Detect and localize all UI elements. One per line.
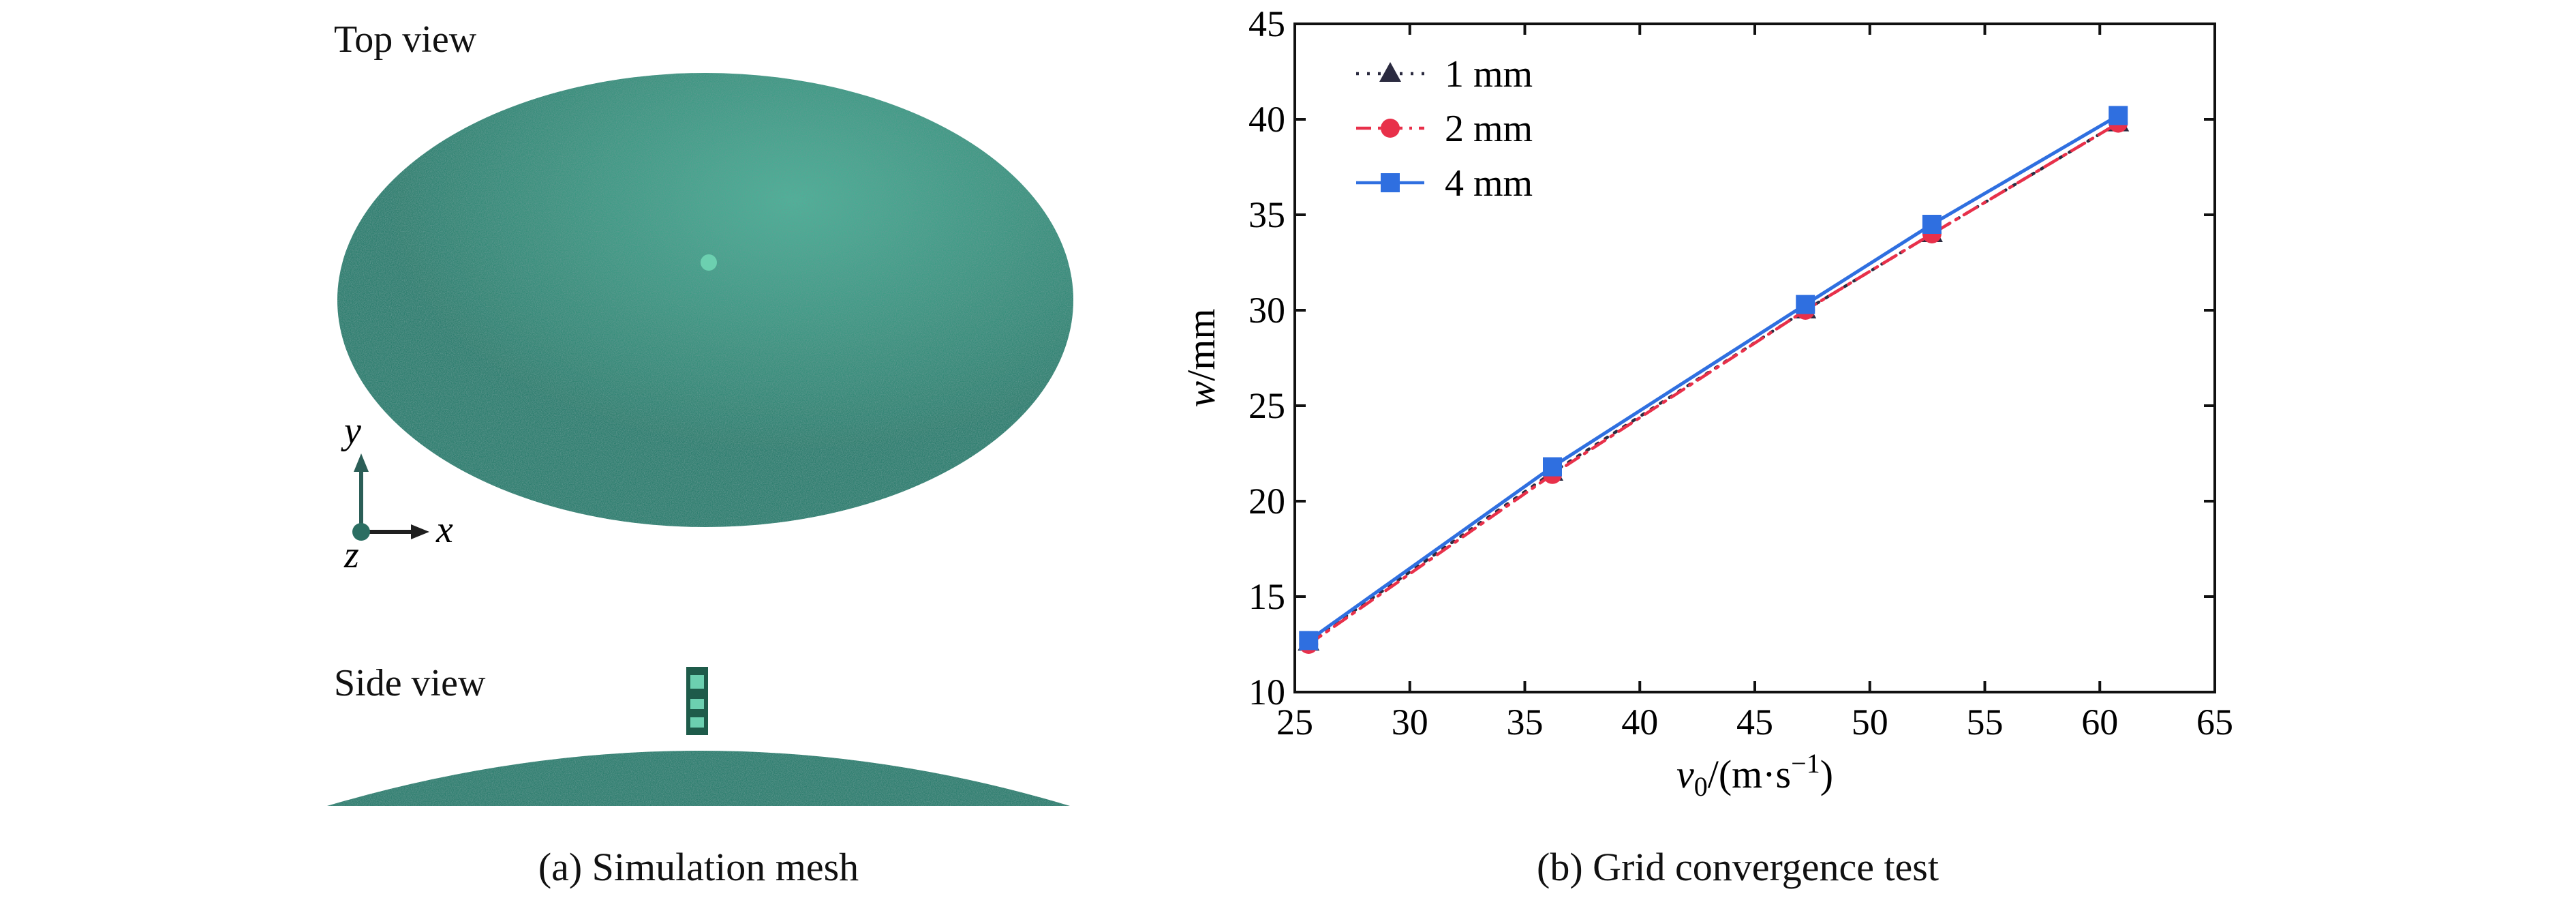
data-point — [1796, 295, 1815, 314]
series-line — [1307, 121, 2120, 646]
data-point — [1922, 215, 1942, 234]
y-tick-label: 25 — [1248, 385, 1285, 426]
axis-triad: y x z — [341, 416, 453, 573]
top-view-label: Top view — [334, 18, 477, 61]
legend-item: 4 mm — [1356, 162, 1533, 205]
x-tick-label: 55 — [1967, 702, 2004, 743]
legend-label: 4 mm — [1445, 162, 1533, 205]
series-2 — [1299, 106, 2128, 650]
y-tick-label: 30 — [1248, 290, 1285, 331]
x-tick-label: 40 — [1621, 702, 1658, 743]
side-view-dome — [327, 751, 1070, 806]
y-tick-label: 20 — [1248, 481, 1285, 522]
data-point — [1299, 631, 1319, 650]
side-view-mesh — [327, 667, 1070, 806]
axis-y-label: y — [341, 416, 361, 452]
x-axis-label: v0/(m·s−1) — [1676, 748, 1833, 802]
legend-marker — [1379, 62, 1401, 82]
y-tick-label: 35 — [1248, 194, 1285, 235]
x-tick-label: 35 — [1507, 702, 1544, 743]
series-1 — [1299, 113, 2128, 654]
x-tick-label: 25 — [1276, 702, 1313, 743]
y-tick-label: 40 — [1248, 99, 1285, 140]
caption-b: (b) Grid convergence test — [1537, 845, 1939, 889]
legend-marker — [1381, 119, 1400, 138]
x-arrow-head — [411, 524, 429, 539]
plot-area-frame — [1293, 23, 2216, 693]
z-axis-dot — [352, 523, 370, 541]
series-line — [1307, 121, 2120, 644]
side-view-label: Side view — [334, 662, 486, 704]
grid-convergence-chart: 25 30 35 40 45 50 55 60 65 10 15 20 25 30 35 40 45 1 mm 2… — [1179, 3, 2233, 802]
x-tick-label: 65 — [2196, 702, 2233, 743]
legend-label: 1 mm — [1445, 53, 1533, 95]
legend-marker — [1381, 173, 1400, 192]
x-tick-label: 45 — [1736, 702, 1773, 743]
impact-point — [701, 254, 717, 271]
legend-item: 2 mm — [1356, 108, 1533, 150]
data-point — [2109, 106, 2128, 125]
top-view-ellipse — [337, 73, 1073, 527]
y-tick-label: 15 — [1248, 576, 1285, 617]
caption-a: (a) Simulation mesh — [538, 845, 859, 889]
top-view-mesh — [337, 73, 1073, 527]
x-tick-label: 50 — [1852, 702, 1888, 743]
axis-x-label: x — [435, 509, 453, 551]
y-axis-label: w/mm — [1179, 308, 1223, 407]
legend-label: 2 mm — [1445, 108, 1533, 150]
legend-item: 1 mm — [1356, 53, 1533, 95]
x-tick-label: 60 — [2081, 702, 2118, 743]
data-point — [1543, 457, 1562, 477]
x-tick-label: 30 — [1392, 702, 1428, 743]
y-tick-label: 45 — [1248, 3, 1285, 44]
y-arrow-head — [354, 453, 369, 472]
y-tick-label: 10 — [1248, 672, 1285, 713]
axis-z-label: z — [343, 534, 359, 573]
